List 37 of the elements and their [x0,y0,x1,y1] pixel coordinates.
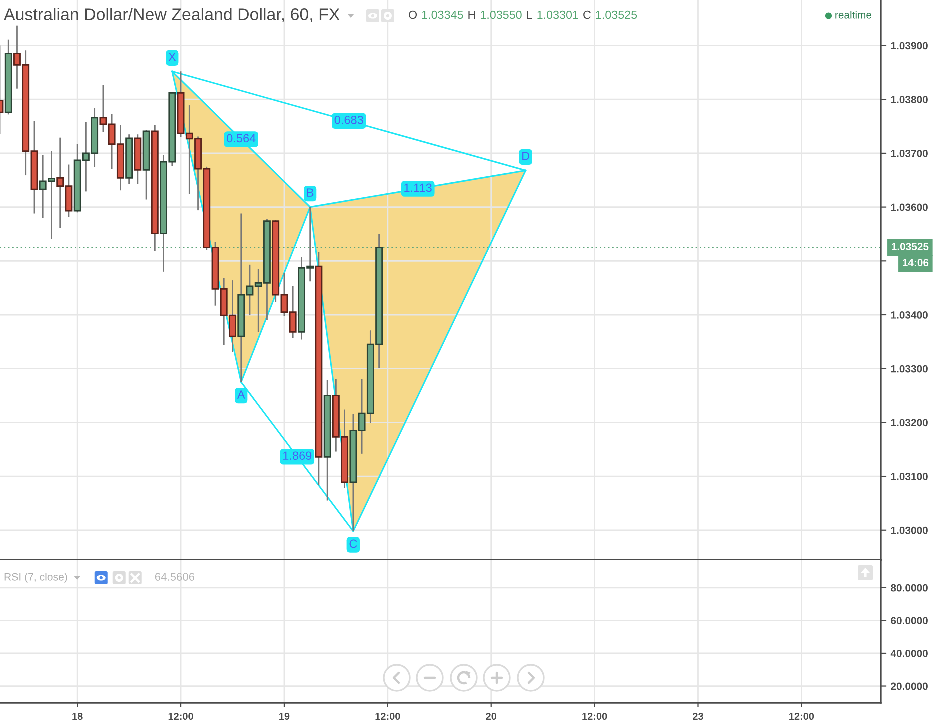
y-tick-label: 60.0000 [891,617,928,625]
x-tick-label: 12:00 [790,712,814,720]
ref-line-label: 1.03525 [892,243,929,251]
x-tick-label: 18 [72,712,83,720]
y-tick-label: 1.03700 [891,150,928,158]
x-tick-label: 12:00 [376,712,400,720]
y-tick-label: 1.03800 [891,96,928,104]
y-tick-label: 1.03300 [891,365,928,373]
x-tick-label: 12:00 [168,712,194,720]
data-label: B [307,188,314,197]
data-label: C [350,540,358,548]
y-tick-label: 80.0000 [891,584,928,592]
y-tick-label: 1.03100 [891,473,928,480]
y-tick-label: 1.03200 [891,419,928,427]
data-label: X [168,53,176,62]
text: RSI (7, close) [4,573,68,583]
y-tick-label: 20.0000 [891,682,928,690]
x-tick-label: 20 [486,712,497,720]
series-label: 0.683 [334,116,364,124]
series-label: 1.113 [404,184,432,192]
y-tick-label: 1.03900 [891,42,928,50]
y-tick-label: 1.03000 [891,526,928,534]
y-tick-label: 40.0000 [890,650,928,658]
series-label: 0.564 [227,134,256,143]
x-tick-label: 19 [280,712,290,720]
y-tick-label: 1.03600 [891,204,928,212]
text: O 1.03345 H 1.03550 L 1.03301 C 1.03525 [409,10,638,20]
text: 14:06 [903,259,929,266]
annotation: realtime [836,11,872,19]
y-tick-label: 1.03400 [891,312,928,319]
x-tick-label: 23 [693,712,704,720]
annotation: 64.5606 [155,573,195,581]
series-label: 1.869 [284,452,312,460]
chart-title: Australian Dollar/New Zealand Dollar, 60, FX [4,8,340,23]
data-label: A [237,390,246,399]
data-label: D [522,152,530,160]
x-tick-label: 12:00 [582,712,608,720]
